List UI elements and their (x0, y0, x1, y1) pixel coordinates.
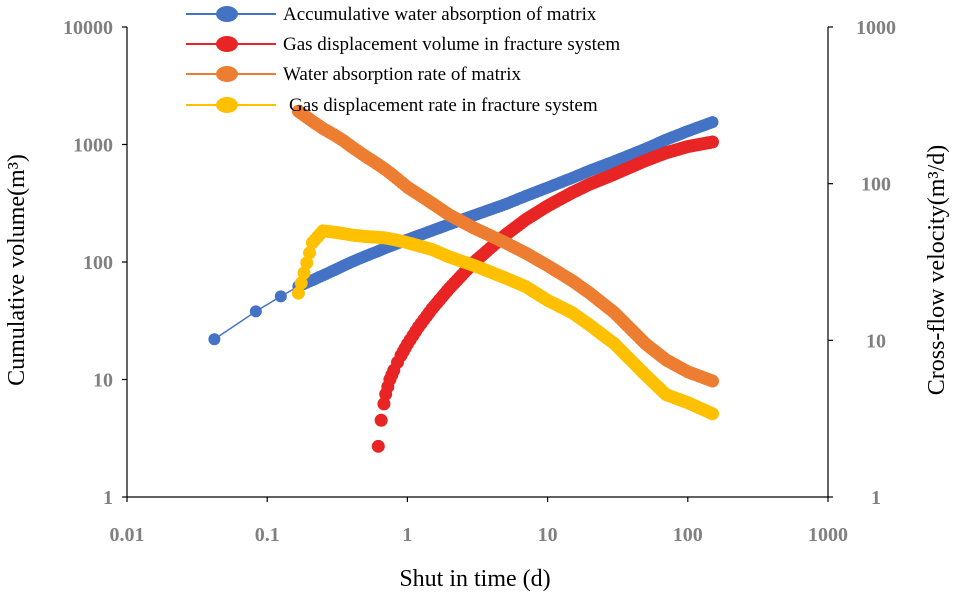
x-tick-labels: 0.01 0.1 1 10 100 1000 (110, 497, 848, 546)
data-point (297, 266, 311, 280)
legend-label: Accumulative water absorption of matrix (283, 4, 597, 25)
y-left-tick-label: 1 (103, 487, 113, 509)
data-point (208, 333, 221, 346)
legend-marker (216, 97, 238, 113)
y-right-tick-label: 10 (866, 330, 886, 352)
y-right-tick-labels: 1 10 100 1000 (828, 17, 896, 509)
y-right-tick-label: 100 (861, 174, 891, 196)
data-point (274, 290, 287, 303)
legend-item: Accumulative water absorption of matrix (186, 4, 597, 25)
legend-marker (216, 6, 238, 22)
legend-item: Water absorption rate of matrix (186, 64, 521, 85)
y-left-tick-label: 100 (83, 252, 113, 274)
y-left-axis-title: Cumulative volume(m³) (4, 154, 30, 386)
data-point (303, 246, 317, 260)
x-tick-label: 0.1 (255, 524, 280, 546)
legend: Accumulative water absorption of matrix G… (186, 4, 620, 116)
x-tick-label: 0.01 (110, 524, 145, 546)
x-tick-label: 100 (673, 524, 703, 546)
data-point (374, 413, 388, 427)
data-point (249, 305, 262, 318)
series-2 (291, 104, 719, 388)
y-left-tick-label: 1000 (73, 135, 113, 157)
x-tick-label: 1000 (808, 524, 848, 546)
data-point (705, 407, 719, 421)
series-layer (208, 104, 719, 453)
data-point (291, 286, 305, 300)
data-point (705, 135, 719, 149)
legend-label: Gas displacement rate in fracture system (289, 95, 598, 116)
data-point (371, 439, 385, 453)
y-right-tick-label: 1000 (856, 17, 896, 39)
legend-item: Gas displacement volume in fracture syst… (186, 34, 620, 55)
legend-marker (216, 36, 238, 52)
legend-label: Water absorption rate of matrix (283, 64, 521, 85)
series-3 (291, 224, 719, 421)
y-left-tick-label: 10 (93, 370, 113, 392)
x-axis-title: Shut in time (d) (399, 566, 550, 592)
series-line (213, 285, 299, 340)
data-point (705, 374, 719, 388)
data-point (300, 256, 314, 270)
y-right-tick-label: 1 (871, 487, 881, 509)
y-left-tick-label: 10000 (63, 17, 113, 39)
legend-item: Gas displacement rate in fracture system (186, 95, 598, 116)
y-left-tick-labels: 1 10 100 1000 10000 (63, 17, 127, 509)
x-tick-label: 1 (402, 524, 412, 546)
legend-label: Gas displacement volume in fracture syst… (283, 34, 620, 55)
y-right-axis-title: Cross-flow velocity(m³/d) (924, 145, 950, 396)
data-point (294, 276, 308, 290)
series-0 (208, 116, 719, 346)
data-point (706, 116, 719, 129)
x-tick-label: 10 (538, 524, 558, 546)
data-point (377, 397, 391, 411)
legend-marker (216, 66, 238, 82)
